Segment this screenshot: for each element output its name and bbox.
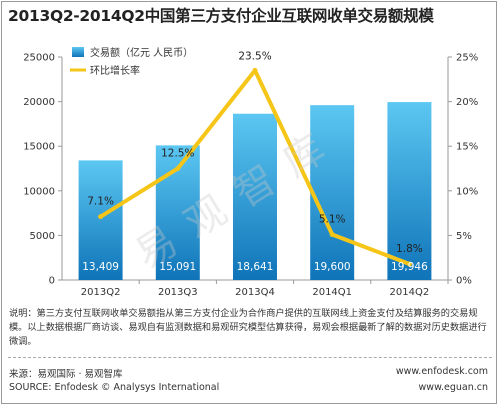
chart-title: 2013Q2-2014Q2中国第三方支付企业互联网收单交易额规模 [8,7,434,25]
growth-rate-label: 5.1% [319,214,346,226]
source-en: SOURCE: Enfodesk © Analysys Internationa… [9,382,220,393]
y-left-tick-label: 15000 [23,142,55,153]
growth-rate-point [252,67,258,73]
y-left-tick-label: 20000 [23,97,55,108]
growth-rate-label: 1.8% [396,243,423,255]
x-tick-label: 2013Q4 [235,287,275,298]
growth-rate-label: 12.5% [161,148,194,160]
bar-value-label: 13,409 [82,261,119,273]
bar-value-label: 18,641 [237,261,274,273]
url-enfodesk: www.enfodesk.com [395,366,488,377]
bar [310,105,355,280]
legend-swatch-bar [72,47,84,57]
y-left-tick-label: 10000 [23,186,55,197]
legend-label-bar: 交易额（亿元 人民币） [90,46,193,59]
y-left-tick-label: 0 [49,276,55,287]
bar [387,102,432,280]
source-cn: 来源：易观国际 · 易观智库 [9,369,123,380]
chart-canvas: 0 5000 10000 15000 20000 25000 0% 5% 10% 15% 20% 25… [23,46,478,298]
bar-value-label: 19,946 [391,261,428,273]
url-eguan: www.eguan.cn [418,382,488,393]
bar [78,160,123,280]
y-left-tick-label: 25000 [23,53,55,64]
legend-label-line: 环比增长率 [90,64,140,77]
y-right-tick-label: 0% [456,276,472,287]
growth-rate-point [406,261,412,267]
growth-rate-label: 7.1% [87,196,114,208]
growth-rate-point [98,214,104,220]
x-tick-label: 2013Q3 [158,287,198,298]
y-right-tick-label: 20% [456,97,478,108]
footer-divider [8,357,492,358]
y-right-tick-label: 10% [456,186,478,197]
bar [233,113,277,280]
growth-rate-point [175,166,181,171]
y-left-tick-label: 5000 [30,231,55,242]
chart-notes: 说明：第三方支付互联网收单交易额指从第三方支付企业为合作商户提供的互联网线上资金… [9,308,487,347]
x-tick-label: 2014Q1 [312,287,352,298]
bar-value-label: 15,091 [159,261,196,273]
x-tick-label: 2013Q2 [81,287,121,298]
x-tick-label: 2014Q2 [390,287,430,298]
growth-rate-point [329,232,335,238]
y-right-tick-label: 25% [456,53,478,64]
growth-rate-label: 23.5% [238,50,271,62]
bar-value-label: 19,600 [314,261,351,273]
y-right-tick-label: 15% [456,142,478,153]
y-right-tick-label: 5% [456,231,472,242]
